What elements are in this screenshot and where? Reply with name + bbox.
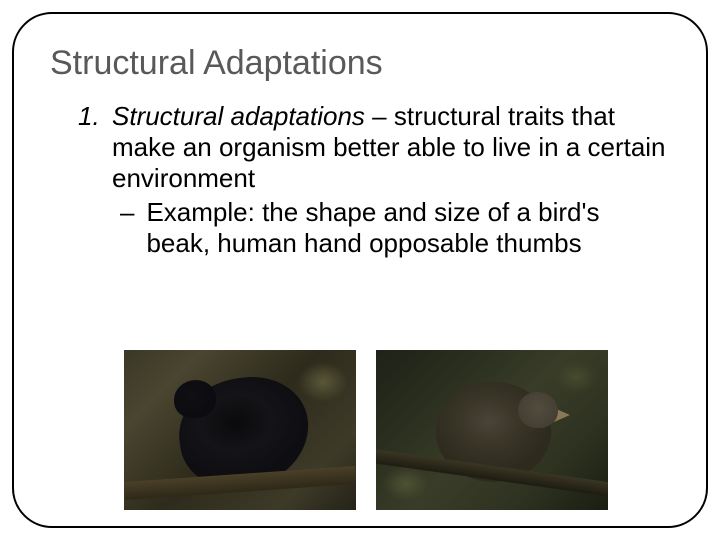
list-number: 1. xyxy=(78,101,102,259)
bird-photo-2 xyxy=(376,350,608,510)
foliage-shape xyxy=(554,360,598,394)
branch-shape xyxy=(124,466,356,500)
beak-shape xyxy=(554,408,570,422)
foliage-shape xyxy=(382,466,430,502)
sub-item: – Example: the shape and size of a bird'… xyxy=(112,197,670,259)
definition-term: Structural adaptations xyxy=(112,101,365,131)
list-body: Structural adaptations – structural trai… xyxy=(112,101,670,259)
example-text: Example: the shape and size of a bird's … xyxy=(146,197,670,259)
slide-title: Structural Adaptations xyxy=(50,44,670,83)
list-item-1: 1. Structural adaptations – structural t… xyxy=(78,101,670,259)
images-row xyxy=(124,350,608,510)
slide-frame: Structural Adaptations 1. Structural ada… xyxy=(12,12,708,528)
bird-photo-1 xyxy=(124,350,356,510)
sub-dash: – xyxy=(120,197,134,259)
content-list: 1. Structural adaptations – structural t… xyxy=(50,101,670,259)
foliage-shape xyxy=(298,362,348,402)
